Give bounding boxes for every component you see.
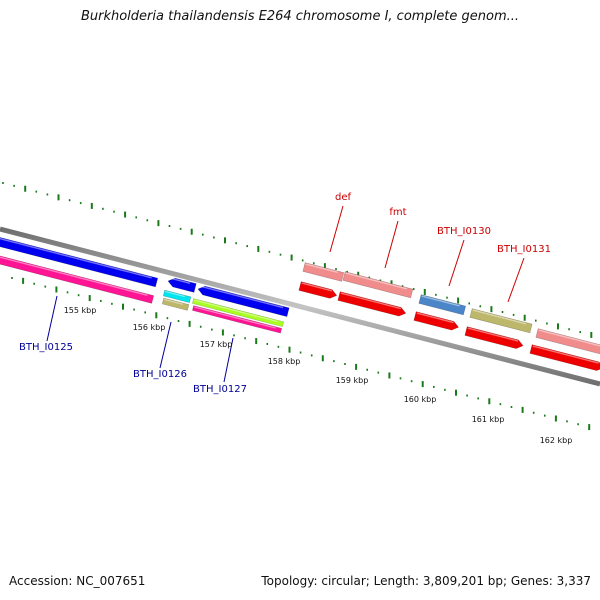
leader-reverse-1 — [159, 321, 172, 369]
gene-bth-i0131-highlight — [472, 309, 527, 325]
gene-red-4 — [464, 326, 524, 349]
leader-forward-2 — [448, 239, 465, 287]
gene-red-1 — [298, 281, 338, 299]
outer-scale-ticks — [2, 182, 593, 338]
leader-forward-3 — [507, 257, 525, 303]
scale-label-3: 158 kbp — [268, 357, 301, 366]
gene-salmon-right — [535, 328, 600, 356]
leader-forward-1 — [384, 220, 399, 269]
gene-label-reverse-1: BTH_I0126 — [133, 369, 187, 380]
gene-red-4-shape — [464, 326, 524, 349]
gene-lime-shape — [192, 298, 285, 328]
scale-label-5: 160 kbp — [404, 395, 437, 404]
gene-khaki-small-highlight — [164, 298, 183, 305]
gene-label-reverse-2: BTH_I0127 — [193, 384, 247, 395]
gene-bth-i0130-shape — [418, 294, 467, 316]
gene-label-forward-1: fmt — [389, 207, 406, 218]
gene-bth-i0131-shape — [469, 308, 533, 334]
gene-salmon-right-highlight — [538, 329, 600, 347]
gene-blue-long-shape — [0, 235, 159, 288]
gene-red-2-highlight — [340, 292, 401, 310]
gene-blue-short — [167, 277, 197, 293]
gene-lime — [192, 298, 285, 328]
gene-blue-long-highlight — [0, 236, 152, 279]
inner-scale-ticks — [11, 277, 591, 431]
gene-red-5-shape — [529, 344, 600, 371]
gene-red-2 — [337, 291, 407, 317]
gene-khaki-small-shape — [161, 297, 190, 311]
gene-bth-i0130-highlight — [421, 295, 460, 307]
gene-blue-short-highlight — [169, 277, 191, 284]
leader-reverse-0 — [46, 295, 58, 342]
scale-label-1: 156 kbp — [133, 323, 166, 332]
gene-salmon-right-shape — [535, 328, 600, 356]
scale-label-0: 155 kbp — [64, 306, 97, 315]
accession-label: Accession: NC_007651 — [9, 574, 146, 588]
gene-pink-long — [0, 253, 155, 304]
gene-cyan-shape — [162, 289, 192, 304]
gene-red-3-highlight — [416, 312, 454, 324]
scale-label-2: 157 kbp — [200, 340, 233, 349]
gene-def-shape — [302, 262, 345, 282]
map-title: Burkholderia thailandensis E264 chromoso… — [80, 9, 520, 24]
gene-label-forward-3: BTH_I0131 — [497, 244, 551, 255]
gene-red-4-highlight — [467, 327, 519, 342]
gene-cyan — [162, 289, 192, 304]
gene-red-3-shape — [413, 311, 460, 331]
gene-blue-mid-shape — [197, 285, 290, 317]
gene-pink-long-highlight — [0, 254, 148, 296]
scale-label-6: 161 kbp — [472, 415, 505, 424]
gene-red-3 — [413, 311, 460, 331]
leader-reverse-2 — [223, 337, 234, 383]
gene-bth-i0131 — [469, 308, 533, 334]
gene-blue-short-shape — [167, 277, 197, 293]
chromosome-backbone — [0, 226, 600, 387]
gene-pink-short-shape — [192, 305, 283, 334]
scale-label-4: 159 kbp — [336, 376, 369, 385]
gene-blue-mid-highlight — [199, 285, 284, 309]
gene-fmt-highlight — [345, 272, 407, 290]
gene-fmt — [342, 271, 414, 299]
gene-red-1-shape — [298, 281, 338, 299]
gene-label-forward-2: BTH_I0130 — [437, 226, 491, 237]
gene-label-forward-0: def — [335, 192, 352, 203]
gene-def — [302, 262, 345, 282]
gene-label-leaders — [46, 205, 525, 383]
gene-red-1-highlight — [301, 282, 332, 292]
gene-cyan-highlight — [165, 290, 185, 298]
gene-pink-short — [192, 305, 283, 334]
gene-khaki-small — [161, 297, 190, 311]
gene-pink-short-highlight — [194, 306, 276, 329]
scale-label-7: 162 kbp — [540, 436, 573, 445]
leader-forward-0 — [329, 205, 344, 253]
gene-red-2-shape — [337, 291, 407, 317]
gene-pink-long-shape — [0, 253, 155, 304]
scale-labels: 155 kbp 156 kbp 157 kbp 158 kbp 159 kbp 160 k… — [64, 306, 573, 445]
gene-label-reverse-0: BTH_I0125 — [19, 342, 73, 353]
gene-red-5-highlight — [532, 345, 599, 364]
gene-bth-i0130 — [418, 294, 467, 316]
gene-features — [0, 235, 600, 371]
gene-lime-highlight — [194, 299, 278, 323]
gene-fmt-shape — [342, 271, 414, 299]
gene-blue-long — [0, 235, 159, 288]
gene-labels: def fmt BTH_I0130 BTH_I0131 BTH_I0125 BTH_I01… — [19, 192, 551, 395]
genome-summary: Topology: circular; Length: 3,809,201 bp… — [261, 574, 591, 588]
gene-red-5 — [529, 344, 600, 371]
gene-blue-mid — [197, 285, 290, 317]
gene-def-highlight — [305, 263, 338, 273]
